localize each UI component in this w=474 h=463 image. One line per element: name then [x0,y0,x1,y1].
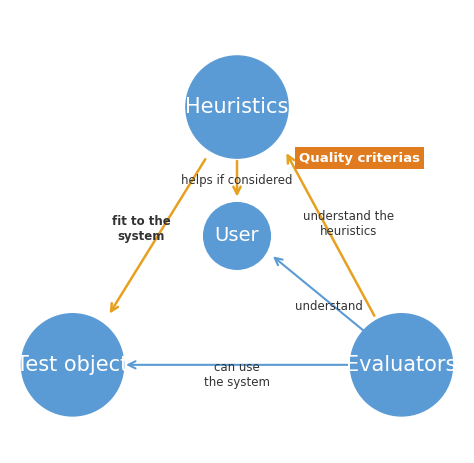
Circle shape [21,314,124,416]
Text: Evaluators: Evaluators [346,355,456,375]
Text: User: User [215,226,259,245]
Circle shape [204,203,270,269]
Text: Test object: Test object [17,355,128,375]
Text: understand: understand [295,300,363,313]
Text: helps if considered: helps if considered [181,175,293,188]
Circle shape [186,56,288,158]
Text: Heuristics: Heuristics [185,97,289,117]
Circle shape [350,314,453,416]
Text: understand the
heuristics: understand the heuristics [303,210,394,238]
Text: fit to the
system: fit to the system [112,215,171,243]
Text: can use
the system: can use the system [204,361,270,388]
Text: Quality criterias: Quality criterias [299,152,420,165]
